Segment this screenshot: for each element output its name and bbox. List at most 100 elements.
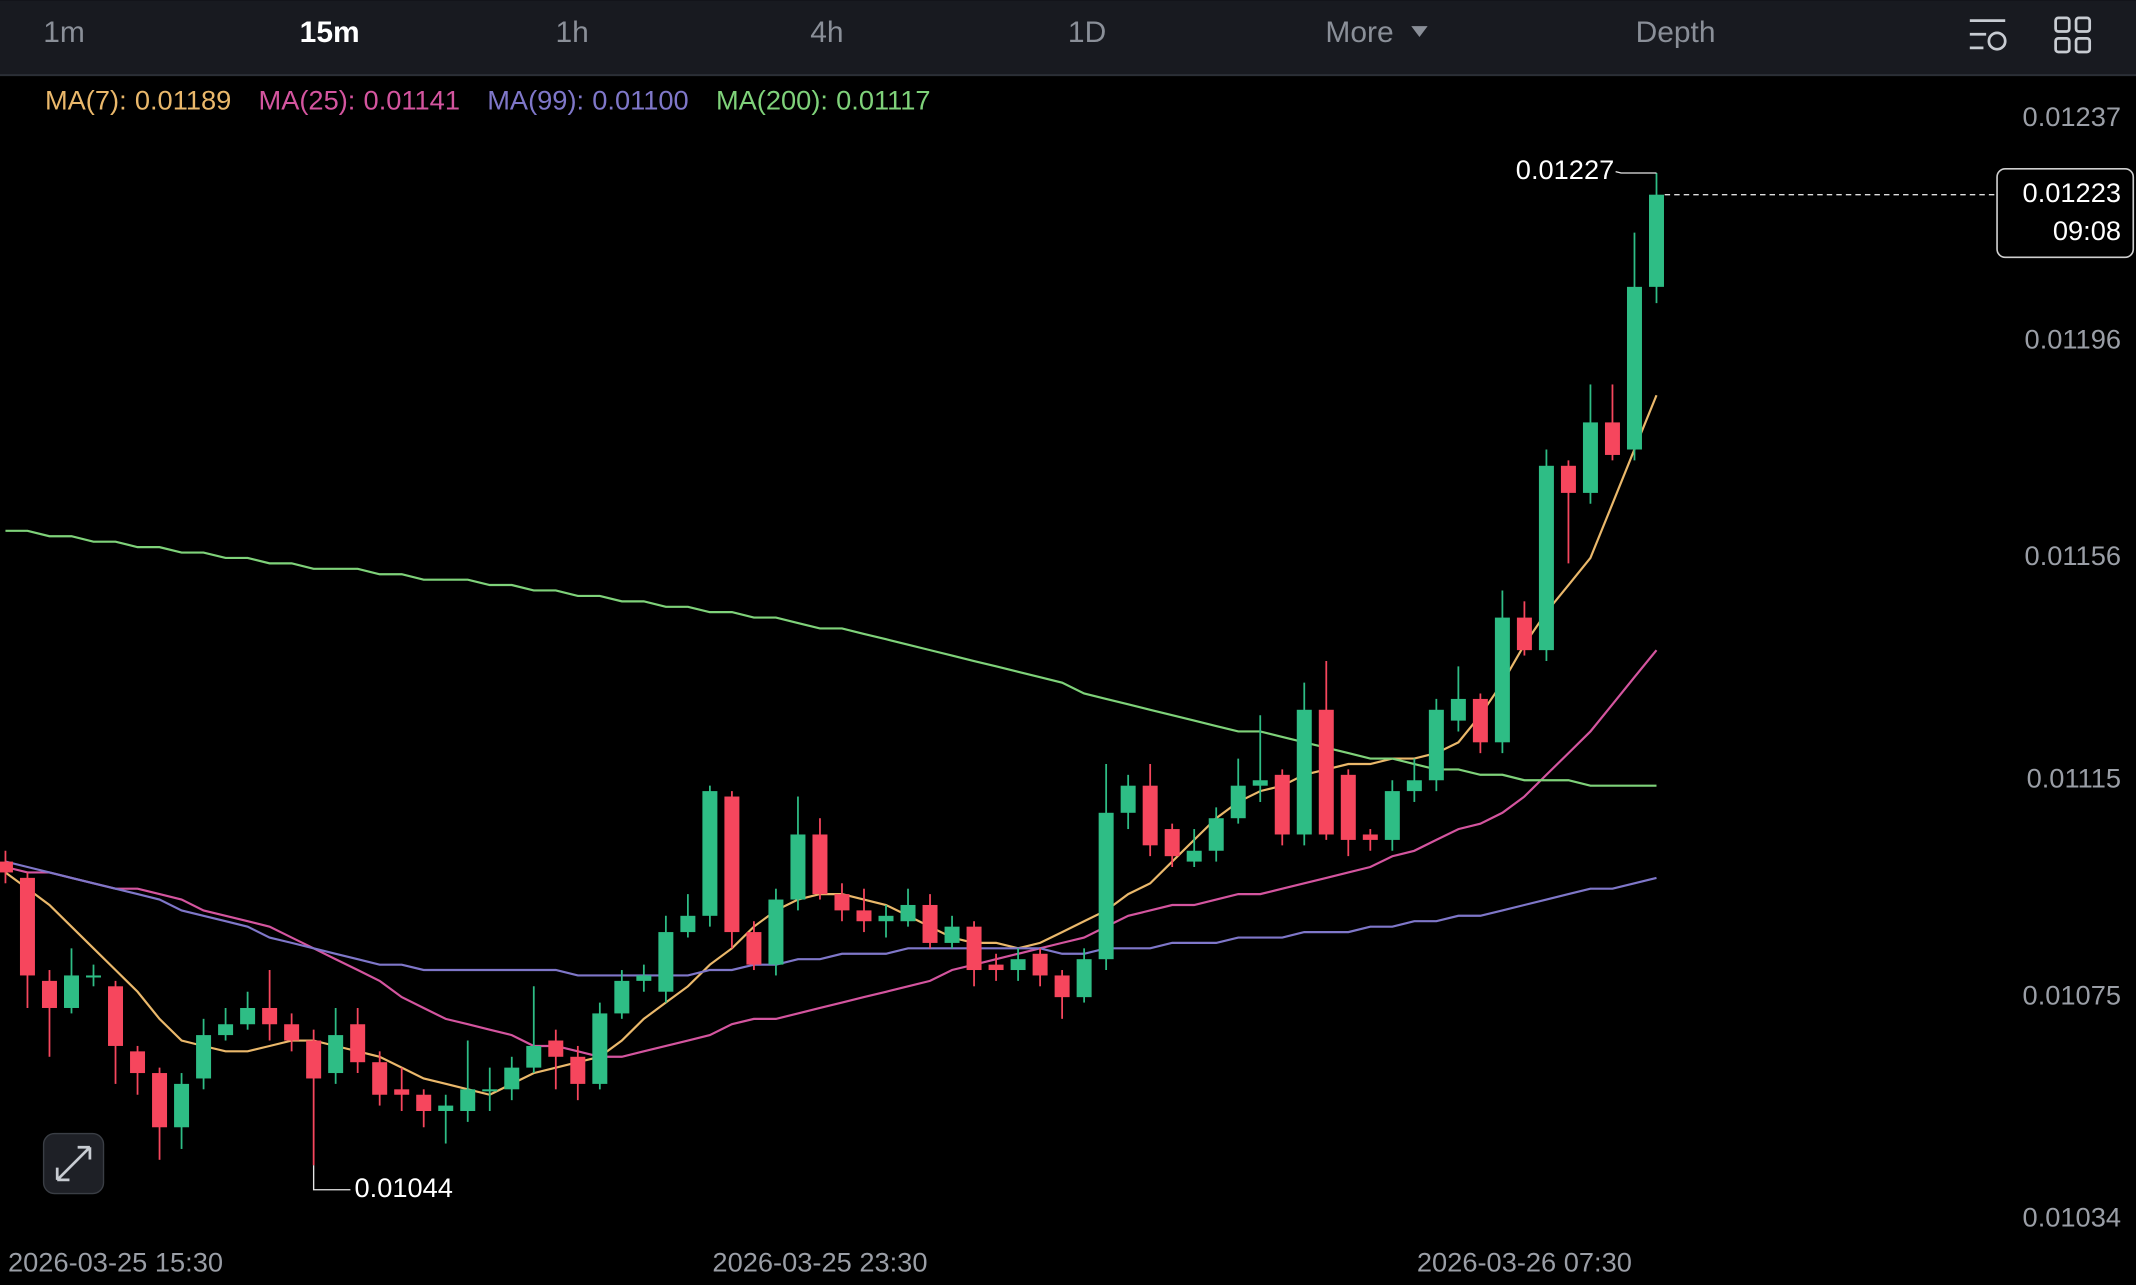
low-marker-label: 0.01044 xyxy=(355,1172,453,1203)
candle-body xyxy=(570,1056,586,1084)
expand-button[interactable] xyxy=(42,1132,105,1195)
candle-body xyxy=(262,1007,278,1025)
high-marker-line xyxy=(1615,170,1657,174)
candle-body xyxy=(41,980,57,1008)
candle-body xyxy=(130,1051,146,1074)
candle-body xyxy=(1560,465,1576,493)
high-marker-label: 0.01227 xyxy=(1516,154,1614,185)
candle-body xyxy=(834,894,850,911)
timeframe-tab[interactable]: 15m xyxy=(300,16,360,49)
candle-body xyxy=(1120,785,1136,813)
candle-body xyxy=(63,975,79,1008)
timeframe-tab[interactable]: 1h xyxy=(555,16,588,49)
candle-body xyxy=(1406,780,1422,792)
candle-body xyxy=(328,1035,344,1074)
candle-body xyxy=(900,904,916,922)
candle-body xyxy=(19,877,35,976)
timeframe-tab[interactable]: 1m xyxy=(43,16,85,49)
candle-body xyxy=(944,926,960,943)
legend-name: MA(25): xyxy=(259,85,356,116)
candle-body xyxy=(1340,774,1356,840)
candle-body xyxy=(1450,698,1466,721)
candle-body xyxy=(966,926,982,971)
x-tick-label: 2026-03-25 15:30 xyxy=(8,1247,223,1278)
candle-body xyxy=(658,932,674,992)
candle-body xyxy=(1076,959,1092,998)
candle-body xyxy=(86,975,101,978)
price-box xyxy=(1996,167,2135,259)
candle-body xyxy=(1648,194,1664,287)
timeframe-tab[interactable]: Depth xyxy=(1636,16,1716,49)
y-tick-label: 0.01196 xyxy=(2025,323,2121,354)
candle-body xyxy=(1098,812,1114,960)
candle-body xyxy=(988,964,1004,971)
candle-body xyxy=(922,904,938,943)
candle-body xyxy=(482,1089,498,1092)
legend-name: MA(99): xyxy=(487,85,584,116)
current-price: 0.01223 xyxy=(2023,177,2121,208)
candle-body xyxy=(1516,617,1532,651)
candle-body xyxy=(1252,780,1268,786)
icon-square xyxy=(2074,16,2092,33)
ma-line xyxy=(5,529,1657,787)
candle-body xyxy=(1142,785,1158,846)
y-tick-label: 0.01156 xyxy=(2025,540,2121,571)
legend-value: 0.01100 xyxy=(592,85,688,116)
candle-body xyxy=(504,1067,520,1090)
icon-square xyxy=(2074,36,2092,54)
y-tick-label: 0.01075 xyxy=(2023,979,2121,1010)
candle-body xyxy=(680,915,696,933)
candle-body xyxy=(856,910,872,922)
candle-body xyxy=(1164,829,1180,857)
candle-body xyxy=(1054,975,1070,998)
candle-body xyxy=(592,1013,608,1084)
timeframe-tab[interactable]: 4h xyxy=(810,16,843,49)
candle-body xyxy=(372,1062,388,1095)
candle-body xyxy=(0,861,13,873)
x-tick-label: 2026-03-26 07:30 xyxy=(1417,1247,1632,1278)
candle-body xyxy=(416,1094,432,1112)
expand-arrow xyxy=(55,1145,92,1182)
candle-body xyxy=(768,899,784,965)
candle-body xyxy=(240,1007,256,1025)
candle-body xyxy=(1494,617,1510,743)
candle-body xyxy=(1186,850,1202,862)
candle-body xyxy=(1274,774,1290,835)
timeframe-tab[interactable]: More xyxy=(1325,16,1393,49)
candle-body xyxy=(438,1105,454,1112)
legend-value: 0.01141 xyxy=(364,85,460,116)
candle-body xyxy=(174,1083,190,1128)
ma-line xyxy=(5,649,1658,1058)
candle-body xyxy=(636,975,652,981)
candle-body xyxy=(548,1040,564,1057)
layout-icon[interactable] xyxy=(2054,16,2092,54)
candle-body xyxy=(350,1024,366,1063)
legend-value: 0.01117 xyxy=(836,85,930,116)
candle-body xyxy=(1208,818,1224,851)
legend-value: 0.01189 xyxy=(135,85,231,116)
candle-body xyxy=(284,1024,300,1041)
candle-body xyxy=(1032,953,1048,976)
candle-body xyxy=(1230,785,1246,819)
candle-body xyxy=(746,932,762,965)
candle-body xyxy=(614,980,630,1014)
candle-body xyxy=(1384,791,1400,840)
candle-body xyxy=(306,1040,322,1079)
candle-body xyxy=(1538,465,1554,651)
icon-square xyxy=(2054,36,2071,54)
candle-body xyxy=(702,791,718,916)
candle-body xyxy=(108,986,124,1046)
timeframe-tab[interactable]: 1D xyxy=(1068,16,1106,49)
candle-body xyxy=(1582,422,1598,493)
y-tick-label: 0.01237 xyxy=(2023,101,2121,132)
toolbar xyxy=(0,0,2136,76)
candle-body xyxy=(526,1045,542,1068)
candle-body xyxy=(1010,959,1026,971)
dropdown-arrow xyxy=(1411,26,1428,37)
candle-body xyxy=(394,1089,410,1095)
candle-body xyxy=(1428,709,1444,781)
settings-icon[interactable] xyxy=(1969,19,2007,51)
candle-body xyxy=(1604,422,1620,455)
